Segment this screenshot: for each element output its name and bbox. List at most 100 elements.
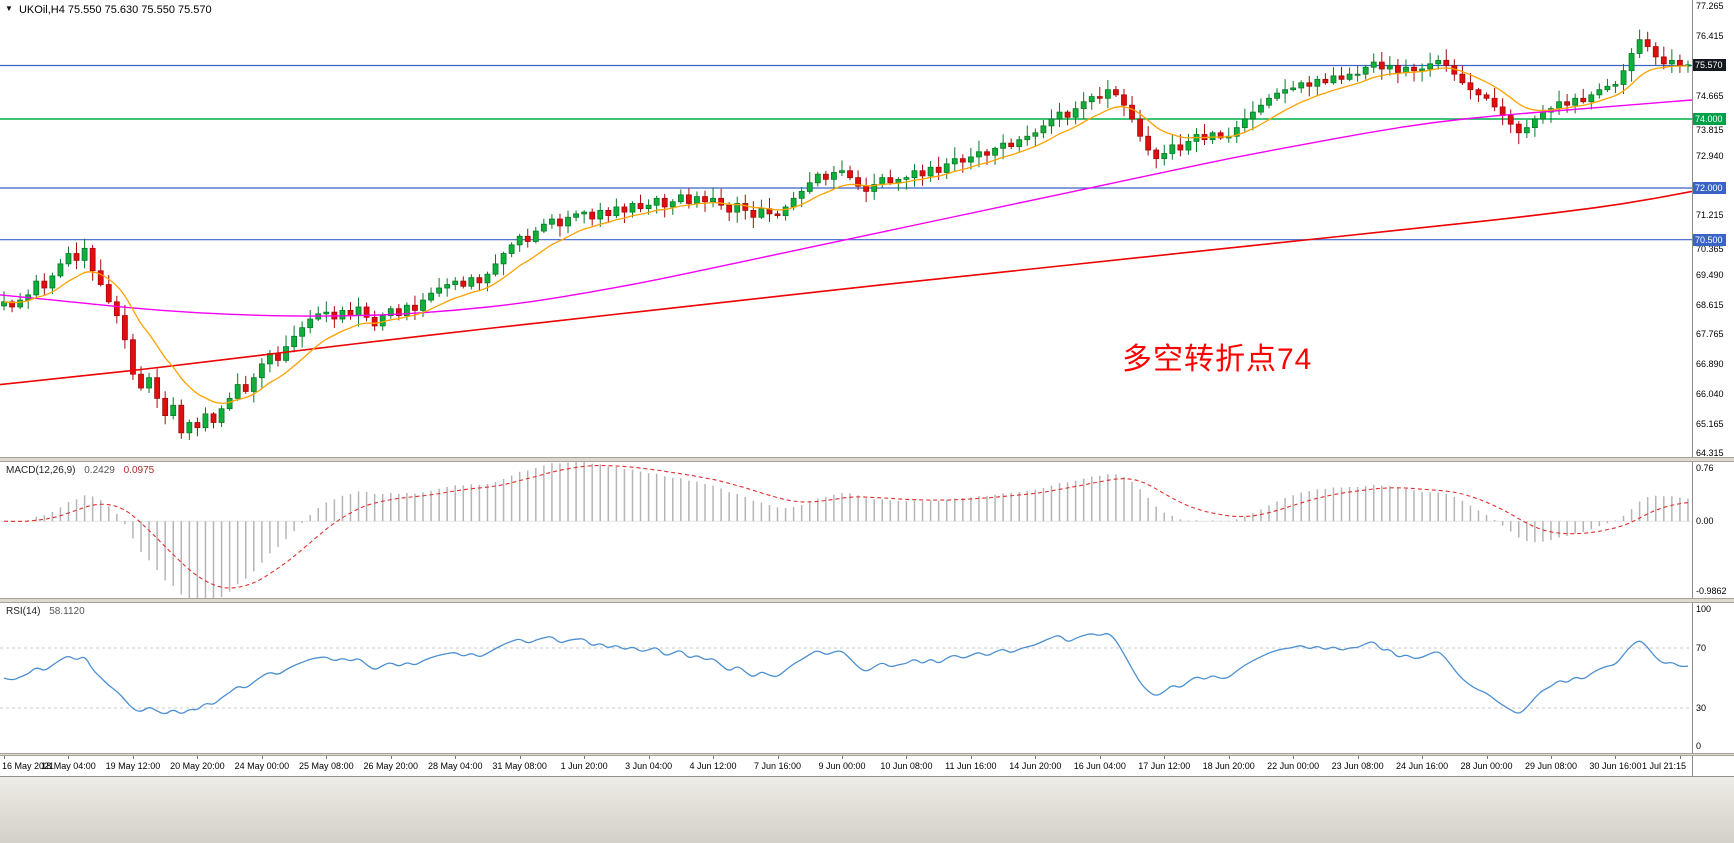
panel-separator[interactable] [0, 457, 1734, 462]
time-axis-label: 25 May 08:00 [299, 761, 354, 771]
time-axis-label: 28 May 04:00 [427, 761, 483, 771]
time-axis-tick [1228, 756, 1230, 759]
ohlc-values: 75.550 75.630 75.550 75.570 [67, 4, 212, 16]
rsi-axis-label: 100 [1696, 604, 1712, 614]
time-axis-tick [1679, 756, 1681, 759]
ma-fast-line [3, 65, 1689, 404]
time-axis-label: 18 Jun 20:00 [1202, 761, 1255, 771]
time-axis-tick [713, 756, 715, 759]
symbol-timeframe-label: UKOil,H4 [18, 4, 65, 16]
price-axis-label: 72.940 [1696, 150, 1724, 161]
price-axis-label: 68.615 [1696, 299, 1724, 310]
hline-price-tag: 72.000 [1693, 181, 1726, 194]
time-axis-label: 1 Jul 21:15 [1641, 761, 1687, 771]
macd-chart[interactable] [0, 462, 1692, 598]
candles-layer [1, 29, 1691, 441]
macd-signal-line [3, 465, 1689, 589]
time-axis-label: 11 Jun 16:00 [945, 761, 997, 771]
time-axis-tick [1551, 756, 1552, 759]
rsi-axis-label: 70 [1696, 643, 1707, 653]
price-axis-label: 77.265 [1696, 1, 1724, 12]
ma-mid-line [0, 99, 1692, 317]
price-axis-label: 73.815 [1696, 125, 1724, 136]
time-axis-tick [777, 756, 779, 759]
current-price-tag: 75.570 [1693, 58, 1726, 71]
price-axis-label: 66.890 [1696, 359, 1724, 370]
time-axis-label: 26 May 20:00 [363, 761, 419, 771]
time-axis-tick [1357, 756, 1359, 759]
price-chart[interactable] [0, 0, 1692, 457]
time-axis-label: 24 May 00:00 [234, 761, 290, 771]
panel-separator[interactable] [0, 598, 1734, 603]
time-axis-tick [390, 756, 392, 759]
time-axis-tick [132, 756, 134, 759]
time-axis-label: 3 Jun 04:00 [625, 761, 673, 771]
time-axis-label: 28 Jun 00:00 [1460, 761, 1513, 771]
price-axis-label: 66.040 [1696, 388, 1724, 399]
macd-name: MACD(12,26,9) [6, 465, 76, 476]
time-axis-label: 31 May 08:00 [492, 761, 547, 771]
rsi-name: RSI(14) [6, 606, 41, 617]
time-axis-tick [519, 756, 521, 759]
time-axis-tick [906, 756, 908, 759]
macd-indicator-label: MACD(12,26,9) 0.2429 0.0975 [6, 465, 154, 476]
time-axis-label: 17 Jun 12:00 [1138, 761, 1191, 771]
time-axis[interactable]: 16 May 2021 18 May 04:00 19 May 12:00 20 Ma… [0, 756, 1692, 776]
time-axis-label: 10 Jun 08:00 [880, 761, 933, 771]
macd-axis-label: 0.76 [1696, 463, 1714, 473]
time-axis-tick [1486, 756, 1488, 759]
hline-price-tag: 70.500 [1693, 233, 1726, 246]
time-axis-label: 18 May 04:00 [41, 761, 96, 771]
time-axis-tick [68, 756, 70, 759]
price-axis-label: 71.215 [1696, 210, 1724, 221]
time-axis-label: 19 May 12:00 [105, 761, 161, 771]
chart-annotation-text[interactable]: 多空转折点74 [1122, 343, 1313, 376]
time-axis-label: 7 Jun 16:00 [753, 761, 802, 771]
time-axis-tick [326, 756, 328, 759]
rsi-axis-label: 0 [1696, 741, 1702, 751]
price-axis-label: 64.315 [1696, 448, 1724, 459]
time-axis-tick [1099, 756, 1101, 759]
time-axis-tick [1293, 756, 1295, 759]
time-axis-tick [1422, 756, 1424, 759]
macd-signal-value: 0.0975 [123, 465, 155, 476]
hline-price-tag: 74.000 [1693, 112, 1726, 125]
price-axis-label: 70.365 [1696, 244, 1724, 255]
rsi-chart[interactable] [0, 603, 1692, 753]
macd-main-value: 0.2429 [84, 465, 115, 476]
time-axis-label: 20 May 20:00 [170, 761, 225, 771]
time-axis-tick [841, 756, 843, 759]
macd-axis-label: -0.9862 [1696, 586, 1727, 596]
chart-shift-icon: ▼ [5, 4, 13, 13]
time-axis-label: 4 Jun 12:00 [689, 761, 737, 771]
time-axis-tick [4, 756, 6, 759]
horizontal-lines-layer [0, 64, 1692, 241]
time-axis-tick [584, 756, 586, 759]
price-axis-label: 76.415 [1696, 30, 1724, 41]
time-axis-tick [1615, 756, 1617, 759]
time-axis-tick [970, 756, 972, 759]
time-axis-label: 30 Jun 16:00 [1589, 761, 1642, 771]
time-axis-tick [261, 756, 263, 759]
time-axis-label: 14 Jun 20:00 [1009, 761, 1062, 771]
time-axis-label: 24 Jun 16:00 [1396, 761, 1449, 771]
time-axis-tick [455, 756, 457, 759]
time-axis-label: 22 Jun 00:00 [1267, 761, 1320, 771]
chart-header: ▼ UKOil,H4 75.550 75.630 75.550 75.570 [5, 4, 212, 16]
price-axis-label: 67.765 [1696, 329, 1724, 340]
window-footer [0, 776, 1734, 843]
time-axis-tick [648, 756, 650, 759]
price-axis-label: 65.165 [1696, 418, 1724, 429]
ma-slow-line [0, 190, 1692, 386]
time-axis-label: 29 Jun 08:00 [1524, 761, 1578, 771]
panel-separator[interactable] [0, 753, 1734, 756]
rsi-value: 58.1120 [49, 606, 85, 617]
time-axis-label: 16 May 2021 [1, 761, 55, 771]
macd-axis-label: 0.00 [1696, 516, 1714, 527]
rsi-indicator-label: RSI(14) 58.1120 [6, 606, 85, 617]
rsi-axis-label: 30 [1696, 703, 1707, 713]
time-axis-label: 16 Jun 04:00 [1073, 761, 1126, 771]
time-axis-label: 23 Jun 08:00 [1331, 761, 1384, 771]
time-axis-tick [1164, 756, 1166, 759]
price-axis[interactable]: 77.265 76.415 74.665 73.815 72.940 71.215 70.3… [1692, 0, 1734, 776]
